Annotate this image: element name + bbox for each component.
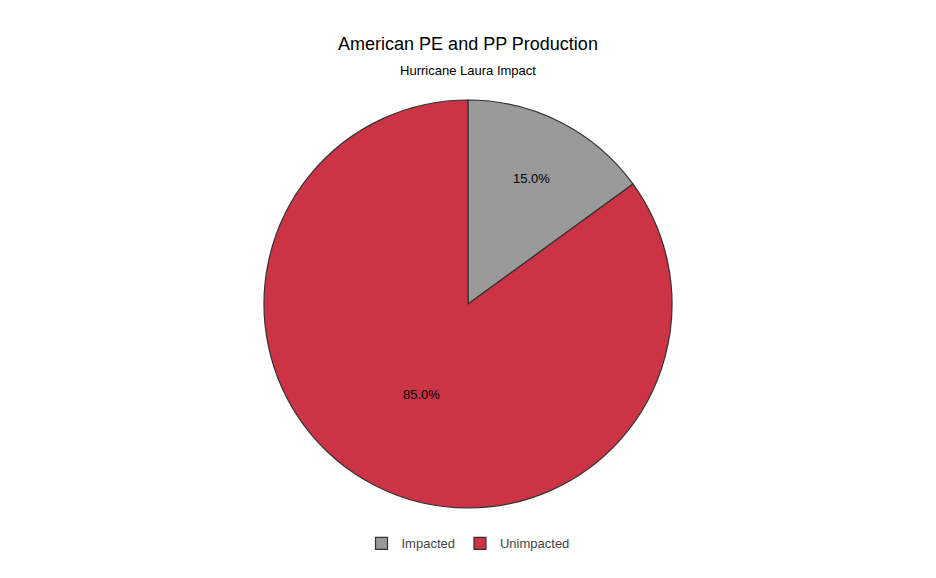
svg-text:Hurricane Laura Impact: Hurricane Laura Impact xyxy=(400,63,536,78)
svg-text:American PE and PP Production: American PE and PP Production xyxy=(338,34,598,54)
svg-text:85.0%: 85.0% xyxy=(403,387,440,402)
svg-text:15.0%: 15.0% xyxy=(513,171,550,186)
svg-text:Unimpacted: Unimpacted xyxy=(500,536,569,551)
svg-text:Impacted: Impacted xyxy=(402,536,455,551)
